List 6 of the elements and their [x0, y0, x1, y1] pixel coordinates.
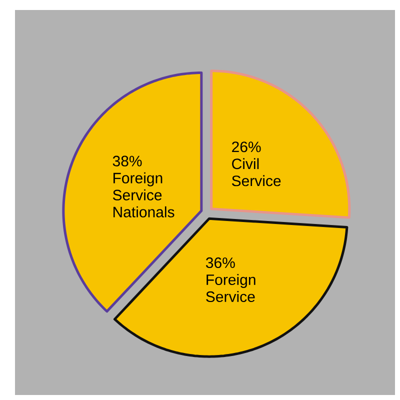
slice-label: Civil Service [232, 158, 281, 186]
data-label: 36% [206, 257, 235, 268]
slice-label: Foreign Service Nationals [112, 172, 174, 218]
slice-label: Foreign Service [206, 274, 256, 302]
data-label: 26% [232, 142, 261, 152]
data-label: 38% [112, 156, 142, 166]
